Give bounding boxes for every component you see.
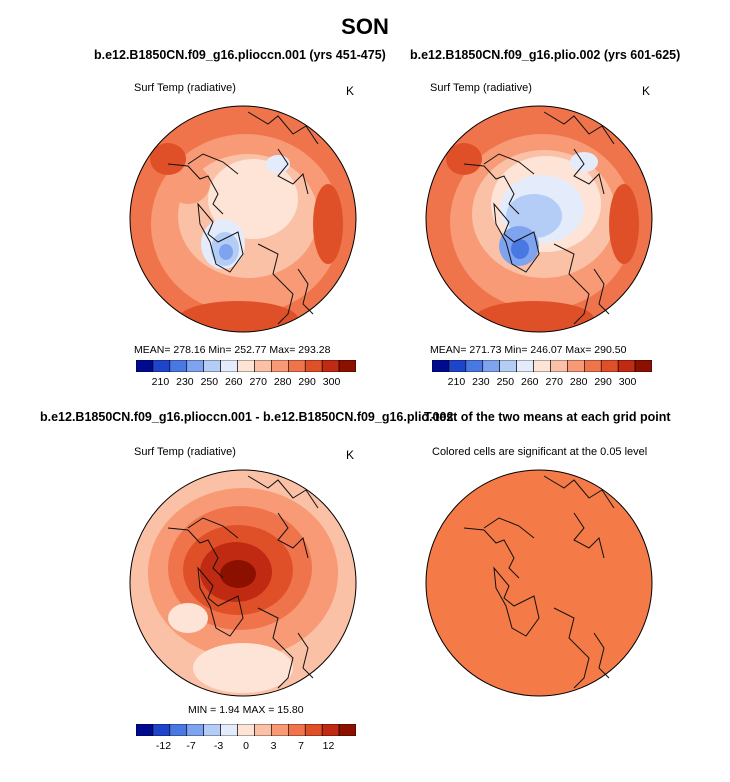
- colorbar-swatch: [186, 360, 204, 372]
- colorbar-tick-label: 230: [472, 376, 490, 388]
- colorbar-swatch: [584, 360, 602, 372]
- panel2-variable-label: Surf Temp (radiative): [430, 82, 532, 94]
- colorbar-tick-label: 280: [273, 376, 292, 388]
- colorbar-swatch: [169, 360, 188, 372]
- panel2-title: b.e12.B1850CN.f09_g16.plio.002 (yrs 601-…: [410, 48, 681, 62]
- colorbar-tick-label: 7: [298, 740, 304, 752]
- colorbar-swatch: [432, 360, 450, 372]
- colorbar-tick-label: 3: [270, 740, 277, 752]
- colorbar-swatch: [634, 360, 652, 372]
- colorbar-tick-label: -7: [186, 740, 196, 752]
- colorbar-tick-label: 260: [521, 376, 539, 388]
- colorbar-tick-label: 210: [151, 376, 170, 388]
- colorbar-swatch: [254, 724, 272, 736]
- panel1-title: b.e12.B1850CN.f09_g16.pliocсn.001 (yrs 4…: [94, 48, 386, 62]
- panel3-colorbar: [136, 724, 356, 736]
- colorbar-swatch: [288, 724, 306, 736]
- panel1-variable-label: Surf Temp (radiative): [134, 82, 236, 94]
- colorbar-swatch: [186, 724, 204, 736]
- colorbar-swatch: [237, 724, 255, 736]
- panel3-units: K: [346, 448, 355, 462]
- panel1-stats: MEAN= 278.16 Min= 252.77 Max= 293.28: [134, 344, 331, 356]
- colorbar-swatch: [169, 724, 188, 736]
- colorbar-tick-label: 230: [176, 376, 194, 388]
- panel1-units: K: [346, 84, 355, 98]
- panel1-polar-map: [129, 105, 357, 333]
- colorbar-swatch: [465, 360, 484, 372]
- colorbar-tick-label: -12: [155, 740, 172, 752]
- colorbar-tick-label: 12: [322, 740, 335, 752]
- panel4-title: T-test of the two means at each grid poi…: [424, 410, 671, 424]
- colorbar-swatch: [482, 360, 500, 372]
- colorbar-swatch: [304, 360, 323, 372]
- colorbar-tick-label: 0: [243, 740, 249, 752]
- colorbar-swatch: [152, 724, 171, 736]
- colorbar-swatch: [617, 360, 636, 372]
- colorbar-swatch: [321, 360, 340, 372]
- panel3-polar-map: [129, 469, 357, 697]
- colorbar-swatch: [203, 360, 221, 372]
- colorbar-tick-label: 210: [447, 376, 466, 388]
- panel2-colorbar: [432, 360, 652, 372]
- colorbar-swatch: [304, 724, 323, 736]
- colorbar-swatch: [321, 724, 340, 736]
- colorbar-swatch: [338, 360, 356, 372]
- colorbar-tick-label: 290: [594, 376, 612, 388]
- panel3-stats: MIN = 1.94 MAX = 15.80: [188, 704, 304, 716]
- colorbar-swatch: [136, 360, 154, 372]
- colorbar-swatch: [550, 360, 568, 372]
- colorbar-tick-label: 250: [496, 376, 515, 388]
- colorbar-swatch: [338, 724, 356, 736]
- panel3-title: b.e12.B1850CN.f09_g16.pliocсn.001 - b.e1…: [40, 410, 454, 424]
- colorbar-tick-label: 280: [569, 376, 588, 388]
- colorbar-tick-label: 250: [200, 376, 219, 388]
- figure-title: SON: [341, 14, 389, 39]
- colorbar-tick-label: 300: [322, 376, 341, 388]
- colorbar-swatch: [499, 360, 517, 372]
- panel2-units: K: [642, 84, 651, 98]
- colorbar-swatch: [203, 724, 221, 736]
- panel4-signif-note: Colored cells are significant at the 0.0…: [432, 446, 648, 458]
- colorbar-swatch: [220, 724, 238, 736]
- colorbar-swatch: [448, 360, 467, 372]
- colorbar-tick-label: 290: [298, 376, 316, 388]
- panel2-polar-map: [425, 105, 653, 333]
- colorbar-tick-label: 270: [545, 376, 563, 388]
- colorbar-swatch: [533, 360, 551, 372]
- colorbar-swatch: [220, 360, 238, 372]
- colorbar-swatch: [152, 360, 171, 372]
- panel2-stats: MEAN= 271.73 Min= 246.07 Max= 290.50: [430, 344, 627, 356]
- colorbar-tick-label: 260: [225, 376, 243, 388]
- colorbar-swatch: [254, 360, 272, 372]
- colorbar-swatch: [237, 360, 255, 372]
- colorbar-swatch: [271, 360, 289, 372]
- colorbar-tick-label: 300: [618, 376, 637, 388]
- colorbar-swatch: [271, 724, 289, 736]
- panel3-variable-label: Surf Temp (radiative): [134, 446, 236, 458]
- colorbar-tick-label: -3: [213, 740, 224, 752]
- colorbar-swatch: [136, 724, 154, 736]
- colorbar-swatch: [516, 360, 534, 372]
- panel4-polar-map: [425, 469, 653, 697]
- colorbar-swatch: [567, 360, 585, 372]
- colorbar-tick-label: 270: [249, 376, 267, 388]
- colorbar-swatch: [600, 360, 619, 372]
- panel1-colorbar: [136, 360, 356, 372]
- colorbar-swatch: [288, 360, 306, 372]
